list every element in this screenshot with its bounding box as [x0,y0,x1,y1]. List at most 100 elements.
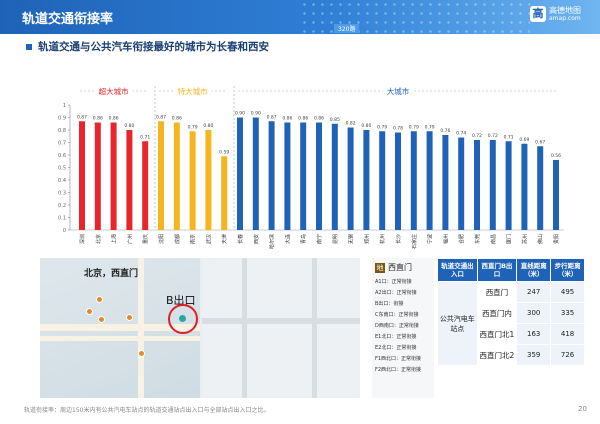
bar [537,146,544,230]
table-cell-stop: 西直门北1 [476,323,518,345]
map-road [138,258,144,398]
page-number: 20 [578,405,587,413]
bar [489,140,496,230]
table-cell-walk: 726 [550,344,585,366]
table-header: 西直门B出口 [476,258,518,282]
data-label: 0.90 [251,111,261,117]
category-label: 合肥 [458,234,465,244]
category-label: 重庆 [142,234,149,244]
data-label: 0.56 [551,153,561,159]
bar [284,122,291,230]
map-road [40,336,200,341]
map-right [202,258,360,398]
map-poi [96,296,103,303]
table-cell-stop: 西直门 [476,281,518,303]
data-label: 0.86 [93,116,103,122]
category-label: 昆明 [333,234,339,244]
category-label: 福州 [442,234,449,244]
data-label: 0.74 [456,131,466,137]
legend-item: A1口：正常衔接 [375,279,412,285]
amap-logo-en: amap.com [549,15,581,22]
y-tick-label: 0.6 [58,153,66,159]
bar [205,130,212,230]
category-label: 广州 [126,234,133,244]
header-badge: 320路 [334,24,360,33]
map-poi [138,350,145,357]
map-poi [98,316,105,323]
category-label: 郑州 [363,234,370,244]
legend-item: F2西北口：正常衔接 [375,367,422,373]
category-label: 哈尔滨 [269,234,276,249]
bar [300,122,307,230]
category-label: 石家庄 [411,234,418,249]
category-label: 长春 [237,234,244,244]
legend-item: F1西北口：正常衔接 [375,356,422,362]
table-cell-straight: 300 [516,302,552,324]
data-label: 0.86 [298,116,308,122]
data-label: 0.67 [535,139,545,145]
subtitle-bullet [26,44,32,50]
category-label: 无锡 [348,234,355,244]
data-label: 0.82 [346,121,356,127]
category-label: 厦门 [506,234,513,244]
data-label: 0.80 [124,123,134,129]
legend-item: D西南口：正常衔接 [375,323,419,329]
data-label: 0.87 [156,114,166,120]
bar [252,117,259,230]
map-road [40,324,200,331]
bar [94,122,101,230]
bar [268,121,275,230]
legend-item: C东南口：正常衔接 [375,312,419,318]
group-label-bg [173,85,212,97]
category-label: 南昌 [490,234,497,244]
table-cell-walk: 335 [550,302,585,324]
bar [142,141,149,230]
map-left: 北京，西直门 B出口 [40,258,200,398]
data-label: 0.71 [140,134,150,140]
table-cell-stop: 西直门北2 [476,344,518,366]
amap-logo: 高 高德地图 amap.com [530,6,581,22]
y-tick-label: 0.7 [58,141,66,147]
legend-item: E2北口：正常衔接 [375,345,417,351]
subway-icon: 地 [375,262,385,273]
data-label: 0.86 [109,116,119,122]
category-label: 东莞 [474,234,481,244]
bar [395,132,401,230]
bar [158,121,164,230]
category-label: 南京 [190,234,197,244]
data-label: 0.76 [440,128,450,134]
category-label: 武汉 [205,234,212,244]
table-cell-straight: 359 [516,344,552,366]
data-label: 0.86 [172,116,182,122]
table-header-row: 轨道交通出入口 西直门B出口 直线距离（米） 步行距离（米） [437,258,585,282]
page-title: 轨道交通衔接率 [22,12,114,27]
bar [110,122,117,230]
bar [347,127,354,230]
table-row: 西直门北2 359 726 [438,344,585,366]
y-tick-label: 0.2 [58,203,66,209]
data-label: 0.80 [203,123,213,129]
y-tick-label: 0.4 [58,178,66,184]
y-tick-label: 0.5 [58,166,66,172]
y-tick-label: 0.9 [58,116,66,122]
data-label: 0.71 [504,134,514,140]
category-label: 沈阳 [158,234,165,244]
bar [474,140,480,230]
table-row: 公共汽电车站点 西直门 247 495 [437,281,585,366]
bar [458,137,465,230]
category-label: 长沙 [395,234,402,244]
y-tick-label: 0 [63,228,66,234]
bar [521,143,528,230]
category-label: 杭州 [379,234,386,244]
category-label: 上海 [111,234,118,244]
category-label: 南宁 [316,234,323,244]
table-cell-straight: 163 [516,323,552,345]
legend-header: 地 西直门 [372,258,434,277]
legend-title: 西直门 [388,263,412,272]
map-city-label: 北京，西直门 [84,269,139,279]
bar [426,131,433,230]
data-label: 0.79 [425,124,435,130]
group-label: 超大城市 [99,86,129,96]
y-tick-label: 0.8 [58,128,66,134]
station-legend-panel: 地 西直门 A1口：正常衔接 A2出口：正常衔接 B出口：衔接 C东南口：正常衔… [372,258,434,398]
